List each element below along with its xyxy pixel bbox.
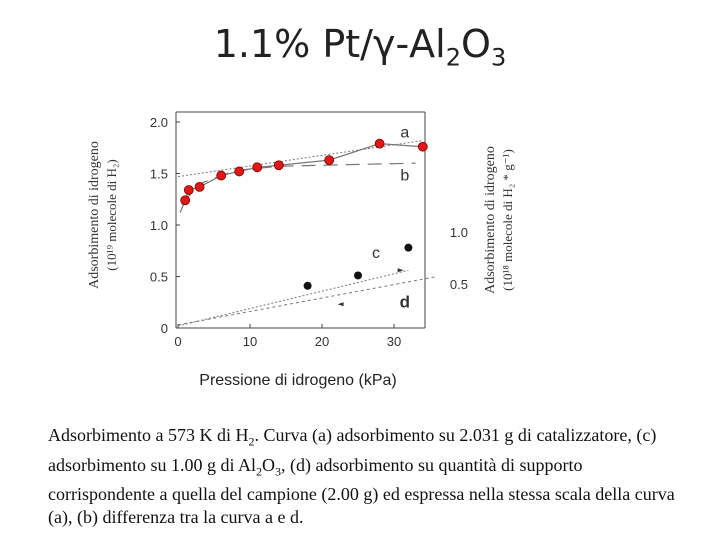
figure-caption: Adsorbimento a 573 K di H2. Curva (a) ad… <box>48 425 675 528</box>
series-a-point <box>194 181 205 192</box>
series-b-label: b <box>400 168 409 185</box>
y-tick-label-left: 1.5 <box>150 167 168 182</box>
x-axis-label: Pressione di idrogeno (kPa) <box>199 372 396 389</box>
series-c-point <box>404 243 413 252</box>
series-a-point <box>252 162 263 173</box>
series-c-arrow <box>397 268 404 273</box>
series-a-label: a <box>400 124 409 141</box>
series-d-arrow <box>337 302 344 307</box>
y-tick-label-left: 1.0 <box>150 218 168 233</box>
y-tick-label-left: 0 <box>161 321 168 336</box>
adsorption-chart: 0 10 20 30 0 0.5 1.0 1.5 2.0 0.5 1.0 a b c d Adsorbime… <box>87 111 515 389</box>
y-axis-label-left-2: (10¹⁹ molecole di H₂) <box>104 159 119 271</box>
series-a-point <box>273 160 284 171</box>
series-a-point <box>216 170 227 181</box>
y-tick-label-right: 0.5 <box>450 277 468 292</box>
series-c-point <box>303 281 312 290</box>
x-tick-label: 10 <box>243 334 257 349</box>
series-a-point <box>183 185 194 195</box>
chart-title: 1.1% Pt/γ-Al2O3 <box>213 22 507 72</box>
x-tick-label: 30 <box>387 334 401 349</box>
series-a-curve <box>179 143 423 213</box>
y-axis-label-right-2: (10¹⁸ molecole di H₂ * g⁻¹) <box>500 149 515 291</box>
x-tick-label: 0 <box>174 334 181 349</box>
series-a-asymptote <box>177 140 423 178</box>
series-c-trend <box>177 269 409 327</box>
series-d-label: d <box>400 292 410 311</box>
y-axis-label-right-1: Adsorbimento di idrogeno <box>483 146 498 294</box>
series-a-point <box>324 155 335 166</box>
series-d-line <box>177 276 438 326</box>
y-tick-label-left: 2.0 <box>150 115 168 130</box>
series-b-line <box>181 162 416 205</box>
series-c-point <box>354 271 362 280</box>
series-a-point <box>234 166 245 177</box>
y-tick-label-left: 0.5 <box>150 270 168 285</box>
x-tick-label: 20 <box>315 334 329 349</box>
series-c-label: c <box>372 245 380 262</box>
y-axis-label-left-1: Adsorbimento di idrogeno <box>87 141 102 289</box>
series-a-point <box>417 141 428 152</box>
series-a-point <box>374 138 385 149</box>
y-tick-label-right: 1.0 <box>450 225 468 240</box>
series-a-point <box>180 195 191 206</box>
